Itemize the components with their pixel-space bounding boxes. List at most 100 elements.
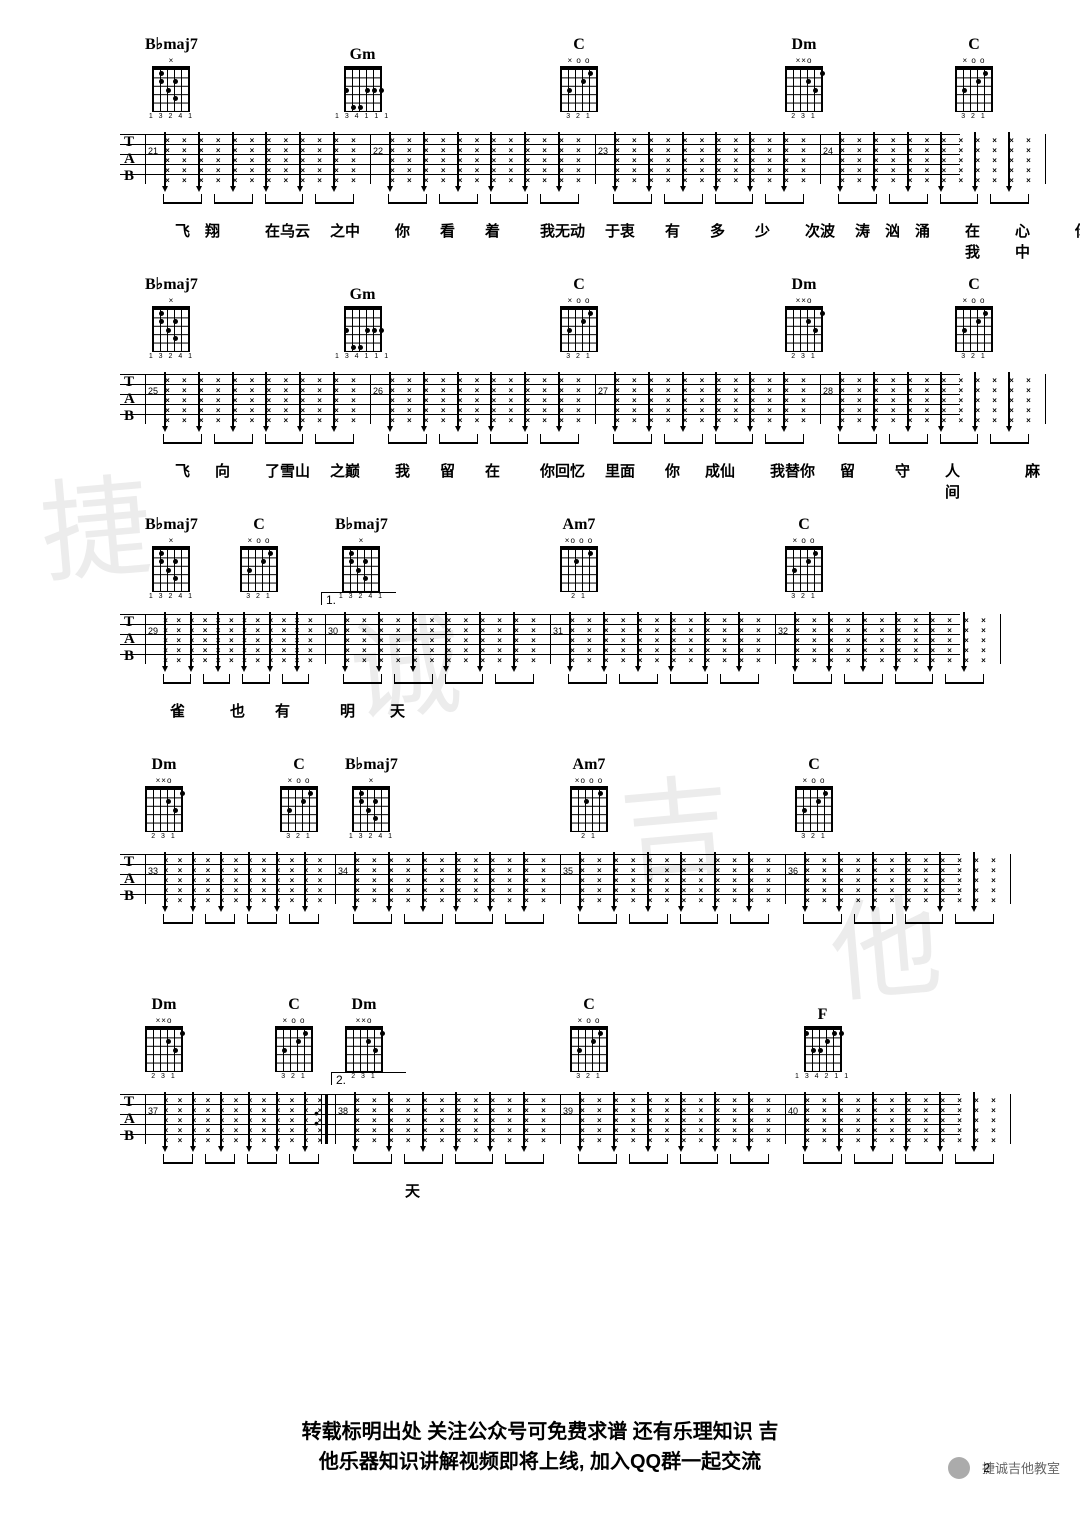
chord-row: Dm ××o 2 3 1C × o o 3 2 1B♭maj7 × 1 3 2 …: [120, 760, 960, 840]
tab-staff: 1. TAB29××××××××××××××××××××××××××××××××…: [120, 604, 960, 674]
barline: [550, 614, 551, 664]
measure-number: 40: [788, 1106, 798, 1116]
barline: [145, 854, 146, 904]
strum-pattern: ××××××××××××××××××××××××××××××××××××××××…: [159, 844, 327, 922]
lyrics-row: 天: [120, 1180, 960, 1200]
barline: [560, 854, 561, 904]
strum-pattern: ××××××××××××××××××××××××××××××××××××××××…: [159, 364, 362, 442]
strum-pattern: ××××××××××××××××××××××××××××××××××××××××…: [159, 604, 317, 682]
tab-system: B♭maj7 × 1 3 2 4 1Gm 1 3 4 1 1 1C × o o …: [120, 40, 960, 240]
tab-system: Dm ××o 2 3 1C × o o 3 2 1B♭maj7 × 1 3 2 …: [120, 760, 960, 960]
tab-clef: TAB: [124, 374, 135, 425]
tab-staff: TAB21×××××××××××××××××××××××××××××××××××…: [120, 124, 960, 194]
lyric: 人间: [945, 460, 960, 502]
chord-diagram: F 1 3 4 2 1 1: [795, 1006, 850, 1080]
chord-row: B♭maj7 × 1 3 2 4 1C × o o 3 2 1B♭maj7 × …: [120, 520, 960, 600]
chord-diagram: Dm ××o 2 3 1: [785, 276, 823, 360]
footer-line-2: 他乐器知识讲解视频即将上线, 加入QQ群一起交流: [0, 1447, 1080, 1477]
chord-diagram: Dm ××o 2 3 1: [345, 996, 383, 1080]
tab-system: B♭maj7 × 1 3 2 4 1Gm 1 3 4 1 1 1C × o o …: [120, 280, 960, 480]
chord-diagram: B♭maj7 × 1 3 2 4 1: [145, 514, 198, 600]
lyric: 你: [395, 220, 410, 241]
lyric: 涛: [855, 220, 870, 241]
barline: [335, 1094, 336, 1144]
measure-number: 25: [148, 386, 158, 396]
beam-row: [120, 1154, 960, 1166]
tab-clef: TAB: [124, 854, 135, 905]
lyric: 少: [755, 220, 770, 241]
measure-number: 35: [563, 866, 573, 876]
chord-row: Dm ××o 2 3 1C × o o 3 2 1Dm ××o 2 3 1C ×…: [120, 1000, 960, 1080]
measure-number: 21: [148, 146, 158, 156]
lyric: 留: [440, 460, 455, 481]
chord-row: B♭maj7 × 1 3 2 4 1Gm 1 3 4 1 1 1C × o o …: [120, 40, 960, 120]
lyric: 汹: [885, 220, 900, 241]
tab-clef: TAB: [124, 614, 135, 665]
chord-diagram: B♭maj7 × 1 3 2 4 1: [145, 274, 198, 360]
chord-diagram: C × o o 3 2 1: [570, 996, 608, 1080]
lyric: 看: [440, 220, 455, 241]
lyric: 在我: [965, 220, 980, 262]
barline: [1000, 614, 1001, 664]
strum-pattern: ××××××××××××××××××××××××××××××××××××××××…: [384, 124, 587, 202]
lyric: 了雪山: [265, 460, 310, 481]
chord-diagram: B♭maj7 × 1 3 2 4 1: [145, 34, 198, 120]
strum-pattern: ××××××××××××××××××××××××××××××××××××××××…: [159, 124, 362, 202]
strum-pattern: ××××××××××××××××××××××××××××××××××××××××…: [564, 604, 767, 682]
chord-diagram: C × o o 3 2 1: [795, 756, 833, 840]
page-number: 2: [983, 1461, 990, 1475]
lyric: 明: [340, 700, 355, 721]
lyrics-row: [120, 940, 960, 960]
lyric: 你: [665, 460, 680, 481]
measure-number: 29: [148, 626, 158, 636]
measure-number: 31: [553, 626, 563, 636]
measure-number: 30: [328, 626, 338, 636]
measure-number: 22: [373, 146, 383, 156]
beam-row: [120, 194, 960, 206]
barline: [595, 374, 596, 424]
strum-pattern: ××××××××××××××××××××××××××××××××××××××××…: [349, 844, 552, 922]
publisher-logo: [948, 1457, 970, 1479]
strum-pattern: ××××××××××××××××××××××××××××××××××××××××…: [834, 364, 1037, 442]
lyric: 之巅: [330, 460, 360, 481]
lyric: 有: [275, 700, 290, 721]
beam-row: [120, 914, 960, 926]
lyric: 在: [485, 460, 500, 481]
lyric: 天: [405, 1180, 420, 1201]
strum-pattern: ××××××××××××××××××××××××××××××××××××××××…: [349, 1084, 552, 1162]
tab-clef: TAB: [124, 1094, 135, 1145]
lyric: 有: [665, 220, 680, 241]
lyric: 涌: [915, 220, 930, 241]
barline: [785, 854, 786, 904]
lyric: 你回忆: [540, 460, 585, 481]
repeat-end: [319, 1094, 328, 1144]
measure-number: 32: [778, 626, 788, 636]
barline: [145, 134, 146, 184]
lyrics-row: 飞向了雪山之巅我留在你回忆里面你成仙我替你留守人间麻: [120, 460, 960, 480]
barline: [820, 134, 821, 184]
lyric: 于衷: [605, 220, 635, 241]
measure-number: 39: [563, 1106, 573, 1116]
barline: [145, 374, 146, 424]
footer-text: 转载标明出处 关注公众号可免费求谱 还有乐理知识 吉 他乐器知识讲解视频即将上线…: [0, 1417, 1080, 1477]
strum-pattern: ××××××××××××××××××××××××××××××××××××××××…: [384, 364, 587, 442]
barline: [145, 1094, 146, 1144]
lyric: 守: [895, 460, 910, 481]
lyric: 麻: [1025, 460, 1040, 481]
strum-pattern: ××××××××××××××××××××××××××××××××××××××××…: [159, 1084, 327, 1162]
chord-row: B♭maj7 × 1 3 2 4 1Gm 1 3 4 1 1 1C × o o …: [120, 280, 960, 360]
measure-number: 37: [148, 1106, 158, 1116]
barline: [785, 1094, 786, 1144]
beam-row: [120, 434, 960, 446]
barline: [370, 374, 371, 424]
lyric: 次波: [805, 220, 835, 241]
barline: [595, 134, 596, 184]
strum-pattern: ××××××××××××××××××××××××××××××××××××××××…: [574, 844, 777, 922]
strum-pattern: ××××××××××××××××××××××××××××××××××××××××…: [834, 124, 1037, 202]
lyric: 里面: [605, 460, 635, 481]
page: 捷 诚 吉 他 B♭maj7 × 1 3 2 4 1Gm 1 3 4 1 1 1…: [0, 0, 1080, 1527]
chord-diagram: C × o o 3 2 1: [785, 516, 823, 600]
strum-pattern: ××××××××××××××××××××××××××××××××××××××××…: [339, 604, 542, 682]
measure-number: 28: [823, 386, 833, 396]
lyric: 雀: [170, 700, 185, 721]
